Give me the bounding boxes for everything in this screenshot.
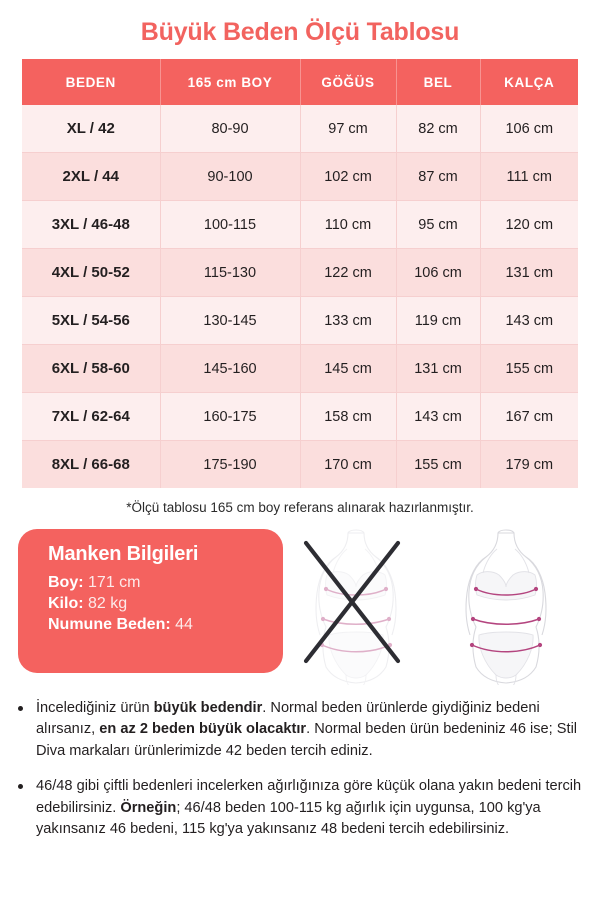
cell-beden: 4XL / 50-52 bbox=[22, 248, 161, 297]
cell-boy: 160-175 bbox=[160, 392, 301, 441]
table-body: XL / 42 80-90 97 cm 82 cm 106 cm 2XL / 44 90-1… bbox=[22, 105, 578, 488]
note-text: 46/48 gibi çiftli bedenleri incelerken a… bbox=[36, 778, 582, 816]
table-row: 6XL / 58-60 145-160 145 cm 131 cm 155 cm bbox=[22, 344, 578, 393]
cell-kalca: 131 cm bbox=[480, 248, 578, 297]
cell-beden: 7XL / 62-64 bbox=[22, 392, 161, 441]
cell-bel: 87 cm bbox=[396, 152, 481, 201]
cell-gogus: 145 cm bbox=[300, 344, 397, 393]
cell-boy: 100-115 bbox=[160, 200, 301, 249]
cell-gogus: 102 cm bbox=[300, 152, 397, 201]
table-row: XL / 42 80-90 97 cm 82 cm 106 cm bbox=[22, 105, 578, 153]
note-text: ; 46/48 beden 100-115 kg ağırlık için uy… bbox=[36, 799, 541, 838]
table-row: 3XL / 46-48 100-115 110 cm 95 cm 120 cm bbox=[22, 200, 578, 249]
model-info-weight-value: 82 kg bbox=[88, 595, 128, 612]
model-info-title: Manken Bilgileri bbox=[48, 543, 199, 565]
cell-boy: 90-100 bbox=[160, 152, 301, 201]
model-info-weight-sep: : bbox=[78, 595, 88, 612]
note-emphasis: Örneğin bbox=[120, 799, 177, 816]
column-header-beden: BEDEN bbox=[22, 59, 161, 105]
table-row: 2XL / 44 90-100 102 cm 87 cm 111 cm bbox=[22, 152, 578, 201]
cell-gogus: 133 cm bbox=[300, 296, 397, 345]
cell-beden: 5XL / 54-56 bbox=[22, 296, 161, 345]
cell-boy: 145-160 bbox=[160, 344, 301, 393]
table-row: 8XL / 66-68 175-190 170 cm 155 cm 179 cm bbox=[22, 440, 578, 488]
model-info-sample-size-value: 44 bbox=[175, 616, 193, 633]
table-footnote: *Ölçü tablosu 165 cm boy referans alınar… bbox=[126, 500, 474, 515]
cell-gogus: 110 cm bbox=[300, 200, 397, 249]
cell-bel: 155 cm bbox=[396, 440, 481, 488]
column-header-gogus: GÖĞÜS bbox=[300, 59, 397, 105]
model-info-weight-label: Kilo bbox=[48, 595, 79, 612]
cell-beden: 2XL / 44 bbox=[22, 152, 161, 201]
column-header-bel: BEL bbox=[396, 59, 481, 105]
cell-bel: 143 cm bbox=[396, 392, 481, 441]
model-info-height: Boy: 171 cm bbox=[48, 574, 283, 592]
model-info-sample-size-sep: : bbox=[165, 616, 176, 633]
cell-bel: 95 cm bbox=[396, 200, 481, 249]
size-table-container: BEDEN 165 cm BOY GÖĞÜS BEL KALÇA XL / 42… bbox=[22, 59, 578, 488]
column-header-kalca: KALÇA bbox=[480, 59, 578, 105]
model-info-height-label: Boy bbox=[48, 574, 79, 591]
table-row: 7XL / 62-64 160-175 158 cm 143 cm 167 cm bbox=[22, 392, 578, 441]
cross-out-x-icon bbox=[303, 540, 401, 664]
cell-boy: 175-190 bbox=[160, 440, 301, 488]
cell-gogus: 122 cm bbox=[300, 248, 397, 297]
cell-kalca: 179 cm bbox=[480, 440, 578, 488]
note-emphasis: en az 2 beden büyük olacaktır bbox=[99, 721, 307, 738]
body-figures-svg bbox=[303, 529, 547, 688]
model-info-height-sep: : bbox=[78, 574, 89, 591]
list-item: 46/48 gibi çiftli bedenleri incelerken a… bbox=[14, 776, 586, 840]
cell-kalca: 106 cm bbox=[480, 105, 578, 153]
model-and-figures-section: Manken Bilgileri Boy: 171 cm Kilo: 82 kg… bbox=[18, 525, 582, 690]
measured-body-figure bbox=[465, 529, 547, 688]
cell-bel: 131 cm bbox=[396, 344, 481, 393]
cell-boy: 130-145 bbox=[160, 296, 301, 345]
model-info-card: Manken Bilgileri Boy: 171 cm Kilo: 82 kg… bbox=[18, 529, 283, 673]
table-header: BEDEN 165 cm BOY GÖĞÜS BEL KALÇA bbox=[22, 59, 578, 105]
cell-kalca: 111 cm bbox=[480, 152, 578, 201]
sizing-notes-list: İncelediğiniz ürün büyük bedendir. Norma… bbox=[14, 698, 586, 841]
cell-beden: 3XL / 46-48 bbox=[22, 200, 161, 249]
note-text: . Normal beden ürünlerde giydiğiniz bede… bbox=[36, 700, 540, 738]
cell-beden: 8XL / 66-68 bbox=[22, 440, 161, 488]
page-title: Büyük Beden Ölçü Tablosu bbox=[140, 18, 460, 46]
note-emphasis: büyük bedendir bbox=[153, 700, 263, 716]
cell-beden: XL / 42 bbox=[22, 105, 161, 153]
cell-bel: 106 cm bbox=[396, 248, 481, 297]
cell-gogus: 158 cm bbox=[300, 392, 397, 441]
cell-kalca: 155 cm bbox=[480, 344, 578, 393]
size-chart-table: BEDEN 165 cm BOY GÖĞÜS BEL KALÇA XL / 42… bbox=[22, 59, 578, 488]
table-row: 5XL / 54-56 130-145 133 cm 119 cm 143 cm bbox=[22, 296, 578, 345]
cell-gogus: 97 cm bbox=[300, 105, 397, 153]
model-info-sample-size-label: Numune Beden bbox=[48, 616, 166, 633]
cell-kalca: 167 cm bbox=[480, 392, 578, 441]
table-header-row: BEDEN 165 cm BOY GÖĞÜS BEL KALÇA bbox=[22, 59, 578, 105]
note-text: İncelediğiniz ürün bbox=[36, 700, 154, 716]
cell-boy: 115-130 bbox=[160, 248, 301, 297]
column-header-boy: 165 cm BOY bbox=[160, 59, 301, 105]
cell-gogus: 170 cm bbox=[300, 440, 397, 488]
cell-beden: 6XL / 58-60 bbox=[22, 344, 161, 393]
body-figures bbox=[292, 525, 582, 688]
cell-bel: 119 cm bbox=[396, 296, 481, 345]
model-info-height-value: 171 cm bbox=[88, 574, 141, 591]
cell-bel: 82 cm bbox=[396, 105, 481, 153]
model-info-sample-size: Numune Beden: 44 bbox=[48, 616, 283, 634]
table-row: 4XL / 50-52 115-130 122 cm 106 cm 131 cm bbox=[22, 248, 578, 297]
list-item: İncelediğiniz ürün büyük bedendir. Norma… bbox=[14, 698, 586, 762]
model-info-weight: Kilo: 82 kg bbox=[48, 595, 283, 613]
note-text: . Normal beden ürün bedeniniz 46 ise; St… bbox=[36, 721, 578, 759]
cell-kalca: 143 cm bbox=[480, 296, 578, 345]
cell-boy: 80-90 bbox=[160, 105, 301, 153]
cell-kalca: 120 cm bbox=[480, 200, 578, 249]
